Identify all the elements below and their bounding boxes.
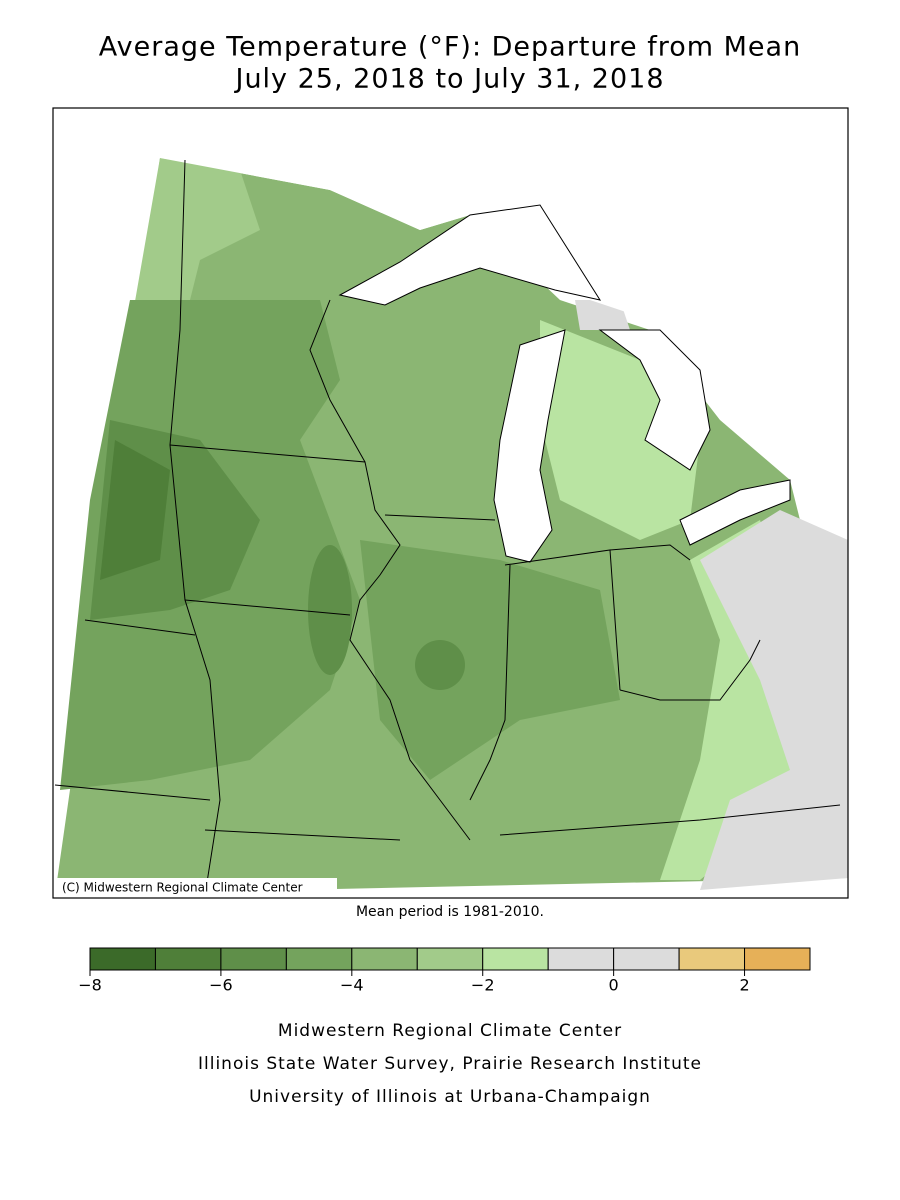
title-line: Average Temperature (°F): Departure from… (99, 32, 801, 63)
anomaly-zone (100, 440, 170, 580)
colorbar-segment (744, 947, 811, 971)
colorbar-segment (613, 947, 680, 971)
lake-huron (598, 329, 711, 471)
anomaly-zone (700, 510, 848, 890)
colorbar-tick-label: −6 (209, 976, 233, 995)
anomaly-zone (415, 640, 465, 690)
colorbar-segment (220, 947, 287, 971)
colorbar-segment (547, 947, 615, 971)
anomaly-zone (360, 540, 620, 780)
colorbar-tick-label: −8 (78, 976, 102, 995)
mean-period: Mean period is 1981-2010. (356, 904, 544, 920)
title-line: July 25, 2018 to July 31, 2018 (233, 64, 664, 95)
canada (53, 108, 848, 480)
anomaly-zone (130, 158, 260, 330)
colorbar-segment (678, 947, 746, 971)
state-borders (54, 159, 841, 896)
lake-michigan (493, 329, 566, 563)
map-frame (52, 107, 849, 899)
lake-superior (338, 204, 602, 306)
credit-line: Midwestern Regional Climate Center (278, 1021, 622, 1041)
colorbar-segment (89, 947, 156, 971)
credit-line: Illinois State Water Survey, Prairie Res… (198, 1054, 702, 1074)
anomaly-zone (308, 545, 352, 675)
colorbar-tick-label: 0 (609, 976, 619, 995)
colorbar-segment (416, 947, 484, 971)
colorbar-tick-label: 2 (739, 976, 749, 995)
colorbar-tick-label: −2 (471, 976, 495, 995)
credit-line: University of Illinois at Urbana-Champai… (249, 1087, 651, 1107)
colorbar-segment (285, 947, 353, 971)
colorbar-segment (154, 947, 222, 971)
map: (C) Midwestern Regional Climate Center (52, 107, 849, 899)
colorbar-tick-label: −4 (340, 976, 364, 995)
anomaly-zone (540, 320, 700, 540)
copyright: (C) Midwestern Regional Climate Center (62, 881, 303, 895)
lake-erie (679, 479, 791, 546)
colorbar-segment (351, 947, 418, 971)
colorbar: −8 −6 −4 −2 0 2 (78, 947, 811, 995)
copyright-box (55, 878, 337, 897)
colorbar-segment (482, 947, 549, 971)
